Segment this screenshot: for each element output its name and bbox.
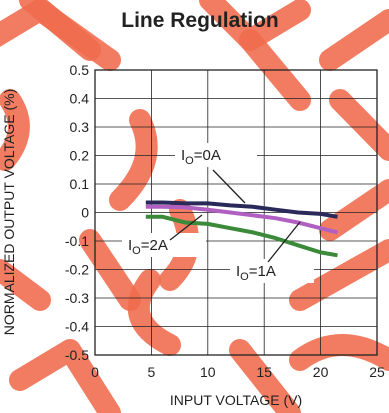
y-tick-label: -0.2 xyxy=(65,262,89,278)
x-axis-label: INPUT VOLTAGE (V) xyxy=(170,392,302,408)
watermark-stroke xyxy=(329,89,389,161)
y-tick-label: -0.5 xyxy=(65,347,89,363)
annotations: IO=0A IO=2A IO=1A xyxy=(122,143,314,283)
plot-frame xyxy=(94,69,378,356)
x-tick-label: 0 xyxy=(91,364,99,380)
y-tick-labels: 0.5 0.4 0.3 0.2 0.1 0 -0.1 -0.2 -0.3 -0.4 -0.5 xyxy=(65,62,89,363)
annotation-leader xyxy=(212,169,246,204)
watermark-stroke xyxy=(289,239,389,311)
annotation-bg xyxy=(122,233,206,257)
y-tick-label: -0.3 xyxy=(65,290,89,306)
watermark-stroke xyxy=(319,179,389,241)
series-line-2 xyxy=(145,214,338,258)
y-tick-label: 0.2 xyxy=(70,148,90,164)
series-line-1 xyxy=(145,204,338,235)
annotation-label: IO=1A xyxy=(236,263,276,283)
watermark-stroke xyxy=(319,9,389,71)
watermark-stroke xyxy=(9,339,121,413)
annotation-bg xyxy=(175,143,257,167)
chart-title: Line Regulation xyxy=(121,9,279,32)
watermark-stroke xyxy=(19,0,101,61)
watermark-stroke xyxy=(79,229,141,311)
annotation-label: IO=2A xyxy=(128,237,168,257)
y-tick-label: 0.3 xyxy=(70,119,90,135)
annotation-leader xyxy=(267,221,301,263)
y-axis-label: NORMALIZED OUTPUT VOLTAGE (%) xyxy=(1,89,17,336)
y-tick-label: -0.4 xyxy=(65,319,89,335)
y-tick-label: 0 xyxy=(81,205,89,221)
series-line-0 xyxy=(145,200,338,219)
annotation-leader xyxy=(169,214,203,241)
watermark-stroke xyxy=(0,259,51,311)
watermark-stroke xyxy=(127,269,181,356)
watermark-stroke xyxy=(229,339,301,413)
x-tick-label: 25 xyxy=(369,364,385,380)
y-tick-label: 0.5 xyxy=(70,62,90,78)
y-tick-label: 0.1 xyxy=(70,176,90,192)
series-lines xyxy=(145,200,338,258)
x-tick-label: 5 xyxy=(148,364,156,380)
annotation-bg xyxy=(230,259,314,283)
x-tick-label: 10 xyxy=(200,364,216,380)
y-tick-label: -0.1 xyxy=(65,233,89,249)
annotation-label: IO=0A xyxy=(181,147,221,167)
watermark-stroke xyxy=(109,109,158,211)
watermark-stroke xyxy=(0,89,30,171)
watermark-stroke xyxy=(289,334,389,371)
x-tick-label: 15 xyxy=(256,364,272,380)
x-tick-labels: 0 5 10 15 20 25 xyxy=(91,364,385,380)
y-tick-label: 0.4 xyxy=(70,91,90,107)
x-tick-label: 20 xyxy=(313,364,329,380)
